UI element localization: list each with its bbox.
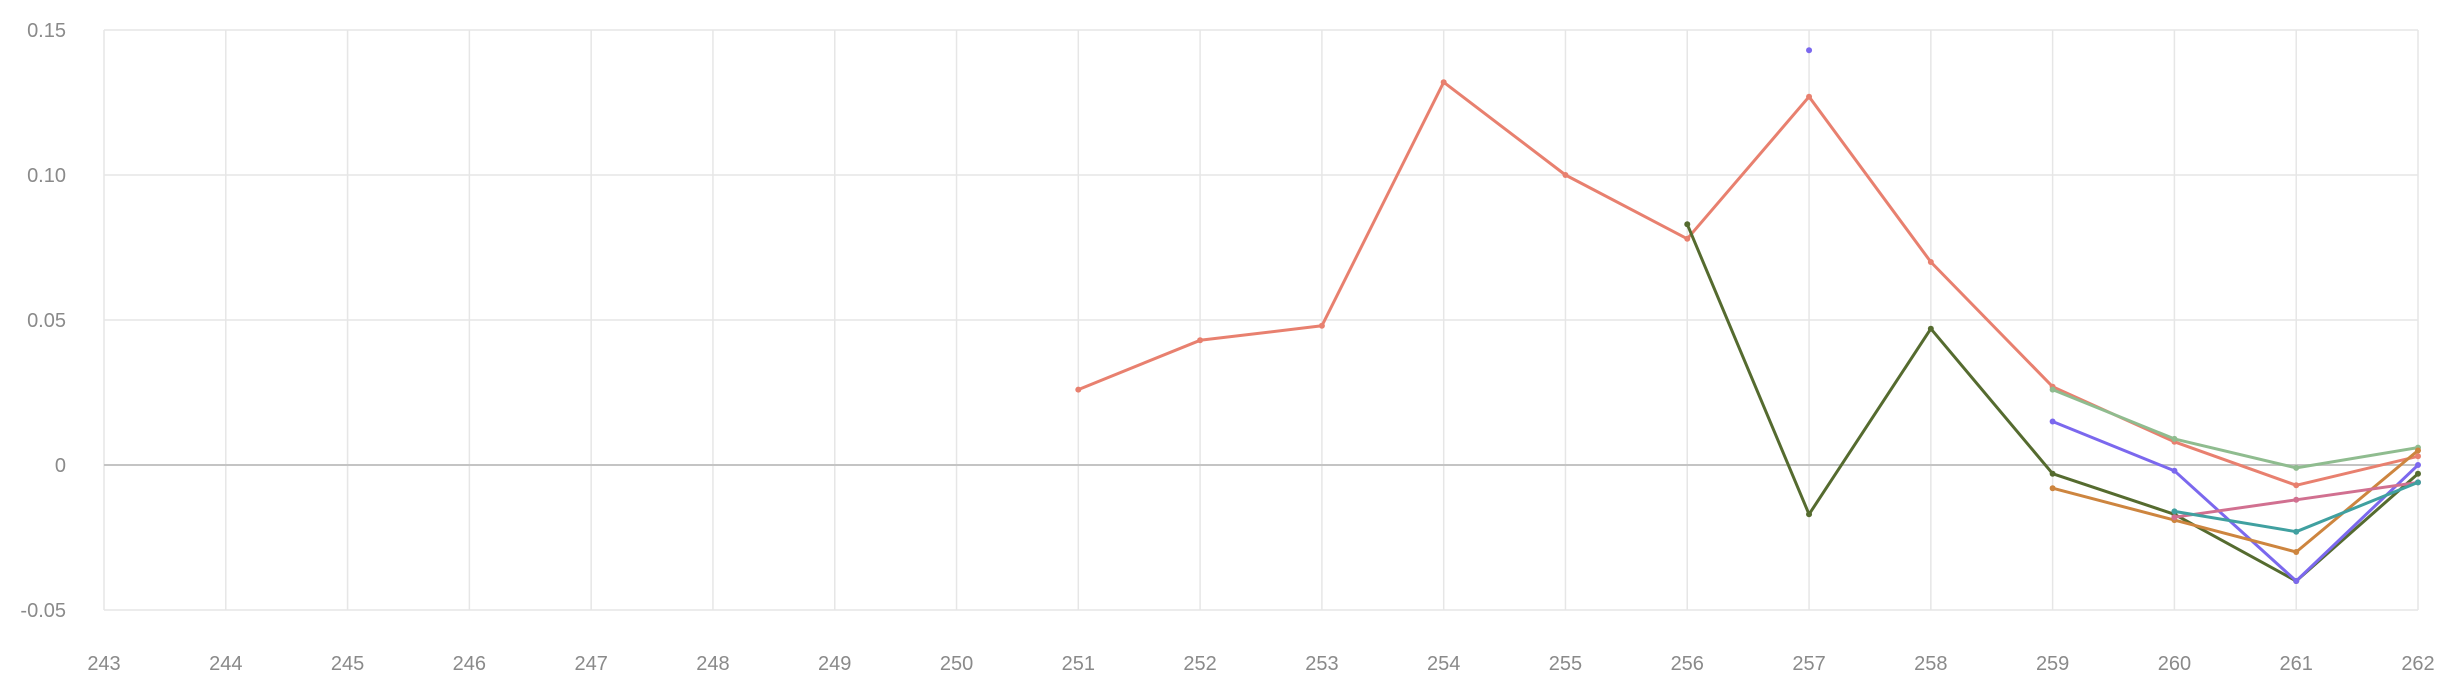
series-3 bbox=[1806, 47, 1813, 54]
data-point bbox=[2415, 462, 2421, 468]
y-tick-label: 0 bbox=[55, 455, 66, 477]
x-tick-label: 249 bbox=[818, 653, 851, 675]
x-tick-label: 259 bbox=[2036, 653, 2069, 675]
series-8 bbox=[2171, 479, 2421, 535]
data-point bbox=[2049, 418, 2056, 425]
x-tick-label: 255 bbox=[1549, 653, 1582, 675]
x-tick-label: 245 bbox=[331, 653, 364, 675]
series-1 bbox=[1075, 79, 2421, 489]
series-4 bbox=[2049, 418, 2421, 584]
data-point bbox=[2049, 386, 2056, 393]
data-point bbox=[2415, 479, 2421, 486]
x-axis-tick-labels: 243 244 245 246 247 248 249 250 251 252 253 254 255 2… bbox=[87, 653, 2434, 675]
x-tick-label: 244 bbox=[209, 653, 242, 675]
data-point bbox=[1806, 47, 1813, 54]
x-tick-label: 258 bbox=[1914, 653, 1947, 675]
y-tick-label: -0.05 bbox=[20, 600, 66, 622]
x-tick-label: 252 bbox=[1183, 653, 1216, 675]
x-tick-label: 246 bbox=[453, 653, 486, 675]
x-tick-label: 261 bbox=[2280, 653, 2313, 675]
x-tick-label: 254 bbox=[1427, 653, 1460, 675]
data-point bbox=[2171, 508, 2178, 515]
y-axis-tick-labels: 0.15 0.10 0.05 0 -0.05 bbox=[20, 20, 66, 622]
x-tick-label: 262 bbox=[2401, 653, 2434, 675]
data-point bbox=[1075, 386, 1082, 393]
data-point bbox=[1684, 235, 1691, 242]
y-gridlines bbox=[104, 29, 2418, 611]
x-tick-label: 260 bbox=[2158, 653, 2191, 675]
data-point bbox=[2171, 435, 2178, 442]
series-5 bbox=[2049, 386, 2421, 471]
series-line bbox=[2051, 449, 2420, 554]
x-tick-label: 250 bbox=[940, 653, 973, 675]
data-point bbox=[1684, 221, 1691, 228]
data-point bbox=[1806, 511, 1813, 518]
data-point bbox=[1927, 259, 1934, 265]
data-point bbox=[2171, 514, 2178, 521]
data-point bbox=[2293, 578, 2300, 584]
data-point bbox=[2293, 482, 2300, 489]
data-point bbox=[1440, 79, 1447, 86]
x-tick-label: 251 bbox=[1062, 653, 1095, 675]
y-tick-label: 0.05 bbox=[27, 310, 66, 332]
x-tick-label: 243 bbox=[87, 653, 120, 675]
data-point bbox=[1927, 325, 1934, 332]
x-tick-label: 257 bbox=[1792, 653, 1825, 675]
data-point bbox=[2293, 549, 2300, 555]
data-point bbox=[2049, 470, 2056, 477]
series-line bbox=[2051, 420, 2420, 583]
data-point bbox=[2293, 464, 2300, 471]
x-tick-label: 248 bbox=[696, 653, 729, 675]
data-point bbox=[2171, 467, 2178, 474]
y-tick-label: 0.15 bbox=[27, 20, 66, 42]
data-point bbox=[2293, 496, 2300, 503]
data-point bbox=[1318, 322, 1325, 329]
data-point bbox=[2293, 528, 2300, 535]
x-tick-label: 253 bbox=[1305, 653, 1338, 675]
data-point bbox=[1562, 172, 1569, 178]
series-lines bbox=[1075, 47, 2421, 584]
data-point bbox=[2049, 485, 2056, 492]
data-point bbox=[1197, 337, 1204, 344]
data-point bbox=[2415, 453, 2421, 460]
y-tick-label: 0.10 bbox=[27, 165, 66, 187]
x-tick-label: 256 bbox=[1671, 653, 1704, 675]
data-point bbox=[1806, 93, 1813, 100]
series-line bbox=[1076, 80, 2420, 487]
data-point bbox=[2415, 447, 2421, 454]
series-line bbox=[2051, 388, 2420, 470]
x-tick-label: 247 bbox=[574, 653, 607, 675]
data-point bbox=[2415, 470, 2421, 477]
